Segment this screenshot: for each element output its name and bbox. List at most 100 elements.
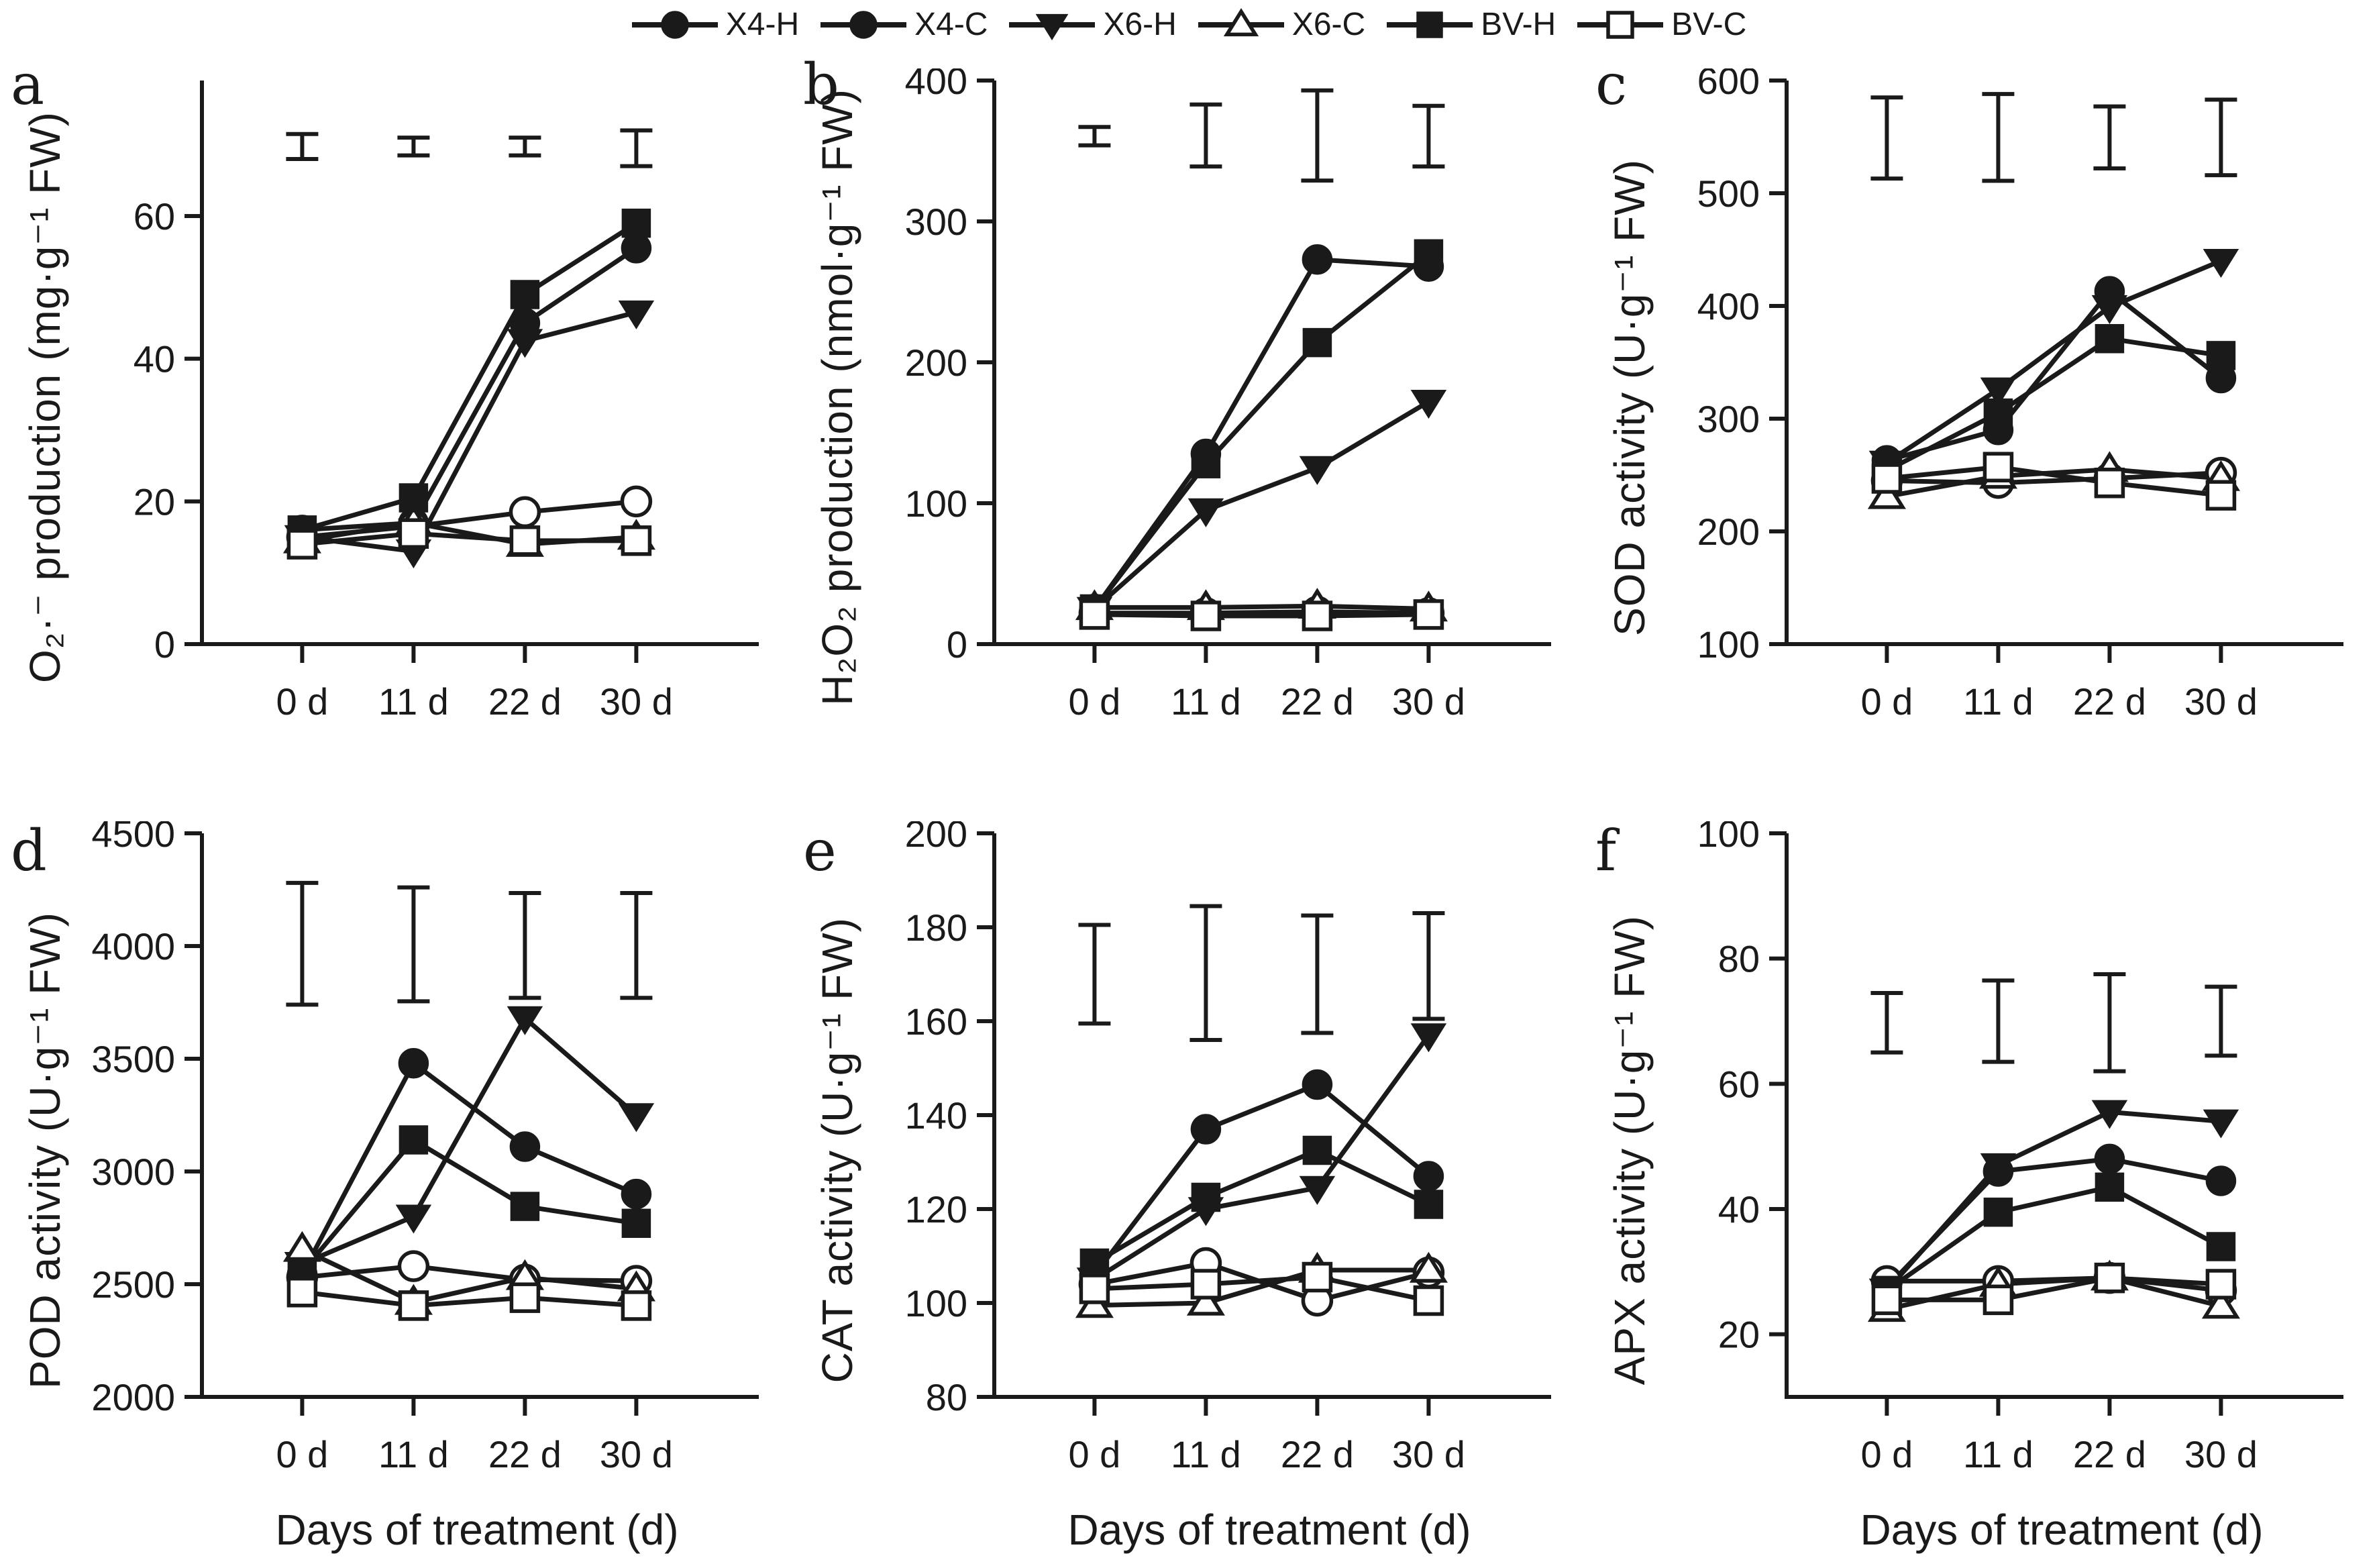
legend: X4-H X4-C X6-H X6-C BV-H BV-C [0,0,2377,50]
plot-area-b: 0 100 200 300 400 0 d 11 d 22 d 30 d [877,68,1561,739]
square-open-marker-icon [1302,600,1333,631]
legend-item-X6-H: X6-H [1008,6,1177,44]
y-tick-label: 0 [154,623,175,666]
plot-column: 0 20 40 60 0 d 11 d 22 d 30 d [85,68,769,739]
triangle-down-filled-marker-icon [2091,1100,2128,1129]
plot-column: 2000 2500 3000 3500 4000 4500 0 d 11 d 22 d 30 d … [85,821,769,1567]
legend-item-X6-C: X6-C [1197,6,1365,44]
circle-filled-marker-icon [1413,1161,1444,1192]
y-tick-label: 60 [1718,1063,1760,1105]
legend-label: X4-H [725,7,800,42]
triangle-down-filled-marker-icon [1980,377,2017,407]
series-line-BV-C [302,531,637,547]
series-markers-BV-C [286,1277,652,1321]
series-line-BV-C [1094,1274,1430,1303]
series-line-X6-H [1885,258,2222,465]
plot-area-f: 20 40 60 80 100 0 d 11 d 22 d 30 d [1669,821,2354,1492]
x-tick-label: 30 d [1392,1433,1465,1475]
x-tick-label: 11 d [1171,680,1241,723]
chart-svg-a: 0 20 40 60 0 d 11 d 22 d 30 d [134,81,759,723]
plot-column: 100 200 300 400 500 600 0 d 11 d 22 d 30 d [1669,68,2354,739]
x-tick-label: 11 d [1963,1433,2033,1475]
square-filled-marker-icon [399,1125,429,1155]
square-filled-marker-icon [1416,11,1443,38]
series-line-X6-H [1885,1109,2221,1292]
series-line-X6-C [1094,603,1429,611]
circle-filled-marker-icon [2205,1165,2237,1196]
chart-svg-e: 80 100 120 140 160 180 200 0 d 11 d 22 d 30 d [905,821,1551,1475]
series-line-X6-H [1093,399,1430,611]
x-tick-label: 30 d [1392,680,1465,723]
square-filled-marker-icon [510,1192,540,1221]
triangle-down-filled-marker-icon [507,329,543,358]
triangle-up-open-marker-icon [1409,1251,1448,1283]
error-bars [286,128,653,168]
x-tick-label: 22 d [488,1433,562,1475]
panel-letter-a: a [11,52,45,117]
legend-circle-filled-icon [631,11,718,39]
square-filled-marker-icon [2206,341,2236,370]
y-axis-label: APX activity (U·g⁻¹ FW) [1605,914,1654,1386]
series-line-X6-H [301,1014,638,1266]
x-tick-label: 0 d [276,1433,328,1475]
y-tick-label: 40 [134,338,175,380]
x-tick-label: 0 d [1068,680,1120,723]
y-tick-label: 180 [905,906,967,949]
series-line-X6-C [301,1247,637,1305]
axes [184,831,759,1416]
panel-letter-d: d [11,818,47,884]
series-line-X6-H [301,310,637,554]
series-line-BV-H [1885,1184,2223,1293]
square-open-marker-icon [621,1290,652,1321]
y-tick-label: 3500 [91,1038,175,1080]
circle-filled-marker-icon [621,233,652,264]
panel-letter-c: c [1595,52,1628,117]
legend-label: BV-C [1671,7,1747,42]
panel-b: b H₂O₂ production (nmol·g⁻¹ FW) 0 100 200 3… [792,50,1585,765]
legend-label: X4-C [914,7,988,42]
square-filled-marker-icon [2095,323,2125,354]
y-tick-label: 20 [1718,1314,1760,1356]
circle-filled-marker-icon [1190,1114,1222,1145]
legend-label: X6-C [1291,7,1366,42]
circle-filled-marker-icon [398,1047,429,1079]
legend-item-BV-H: BV-H [1385,6,1556,44]
series-line-BV-C [301,1290,637,1308]
y-tick-label: 400 [1697,285,1760,327]
square-filled-marker-icon [621,1208,651,1239]
y-tick-label: 0 [947,623,967,666]
triangle-up-open-marker-icon [2201,1288,2240,1319]
x-axis-label: Days of treatment (d) [1860,1506,2264,1554]
x-tick-label: 0 d [1860,680,1913,723]
square-open-marker-icon [1302,1261,1333,1293]
legend-circle-filled-icon [821,11,907,39]
y-tick-label: 4000 [91,925,175,968]
plot-area-c: 100 200 300 400 500 600 0 d 11 d 22 d 30 d [1669,68,2354,739]
panel-a: a O₂·⁻ production (mg·g⁻¹ FW) 0 20 40 60 0 d… [0,50,792,765]
panel-e: e CAT activity (U·g⁻¹ FW) 80 100 120 140 160… [792,765,1585,1568]
series-line-X4-H [302,246,638,533]
series-markers-X6-H [1868,1100,2239,1308]
y-tick-label: 60 [134,195,175,238]
x-axis-label: Days of treatment (d) [275,1506,679,1554]
chart-svg-c: 100 200 300 400 500 600 0 d 11 d 22 d 30 d [1697,68,2343,723]
series-line-BV-C [1094,612,1429,619]
series-line-X4-H [1092,1082,1430,1277]
square-filled-marker-icon [510,280,540,309]
y-tick-label: 200 [1697,511,1760,553]
square-filled-marker-icon [1983,1197,2013,1227]
y-tick-label: 120 [905,1188,967,1231]
x-axis-label: Days of treatment (d) [1067,1506,1471,1554]
circle-filled-marker-icon [2094,1143,2125,1175]
legend-item-X4-H: X4-H [631,6,799,44]
legend-item-BV-C: BV-C [1576,6,1746,44]
triangle-down-filled-marker-icon [1187,498,1224,527]
square-open-marker-icon [398,518,429,549]
plot-area-d: 2000 2500 3000 3500 4000 4500 0 d 11 d 22 d 30 d [85,821,769,1492]
series-line-X4-C [302,1263,637,1284]
square-open-marker-icon [1983,452,2014,482]
square-filled-marker-icon [1302,1135,1332,1165]
triangle-down-filled-marker-icon [507,1006,543,1035]
triangle-down-filled-marker-icon [2203,1109,2239,1139]
